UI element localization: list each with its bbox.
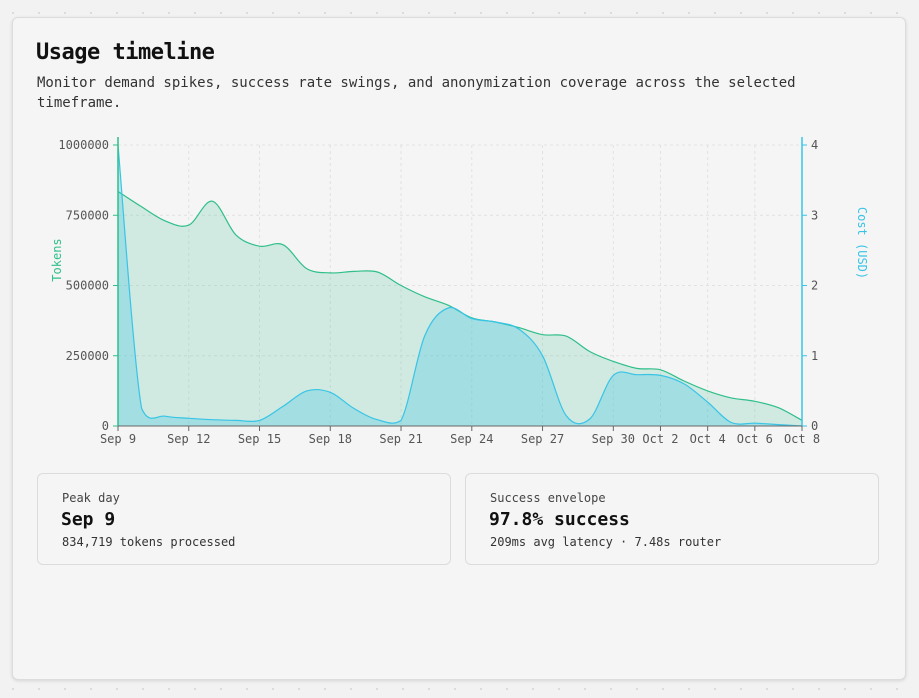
cost-series-area xyxy=(118,145,802,426)
cost-series-line xyxy=(117,144,803,427)
x-axis-tick-label: Sep 12 xyxy=(167,432,210,446)
x-axis-tick-label: Sep 30 xyxy=(592,432,635,446)
right-axis-tick-label: 3 xyxy=(811,208,818,222)
left-axis-tick-label: 1000000 xyxy=(58,138,109,152)
success-envelope-detail: 209ms avg latency · 7.48s router xyxy=(490,535,722,549)
x-axis-tick-label: Oct 8 xyxy=(784,432,820,446)
peak-day-detail: 834,719 tokens processed xyxy=(62,535,236,549)
x-axis-tick-label: Sep 9 xyxy=(100,432,136,446)
success-envelope-label: Success envelope xyxy=(490,491,606,505)
right-axis-tick-label: 4 xyxy=(811,138,818,152)
x-axis-tick-label: Sep 27 xyxy=(521,432,564,446)
right-axis-title: Cost (USD) xyxy=(855,207,869,279)
left-axis-tick-label: 0 xyxy=(102,419,109,433)
right-axis-tick-label: 0 xyxy=(811,419,818,433)
x-axis-tick-label: Sep 15 xyxy=(238,432,281,446)
card-title: Usage timeline xyxy=(36,40,215,65)
right-axis-tick-label: 2 xyxy=(811,279,818,293)
success-envelope-card: Success envelope 97.8% success 209ms avg… xyxy=(465,473,879,565)
left-axis-tick-label: 500000 xyxy=(66,279,109,293)
peak-day-value: Sep 9 xyxy=(61,509,116,530)
x-axis-tick-label: Oct 2 xyxy=(642,432,678,446)
left-axis-tick-label: 250000 xyxy=(66,349,109,363)
x-axis-tick-label: Sep 24 xyxy=(450,432,493,446)
success-envelope-value: 97.8% success xyxy=(489,509,630,530)
x-axis-tick-label: Oct 6 xyxy=(737,432,773,446)
usage-timeline-card: Usage timeline Monitor demand spikes, su… xyxy=(12,17,906,680)
usage-chart: 0 250000 500000 750000 1000000 0 1 2 3 4 Sep 9 Sep … xyxy=(50,137,869,446)
x-axis-tick-label: Sep 21 xyxy=(379,432,422,446)
left-axis-tick-label: 750000 xyxy=(66,208,109,222)
peak-day-label: Peak day xyxy=(62,491,120,505)
card-subtitle: Monitor demand spikes, success rate swin… xyxy=(37,75,796,111)
x-axis-tick-label: Oct 4 xyxy=(690,432,726,446)
left-axis-title: Tokens xyxy=(50,238,64,281)
x-axis-tick-label: Sep 18 xyxy=(309,432,352,446)
peak-day-card: Peak day Sep 9 834,719 tokens processed xyxy=(37,473,451,565)
right-axis-tick-label: 1 xyxy=(811,349,818,363)
